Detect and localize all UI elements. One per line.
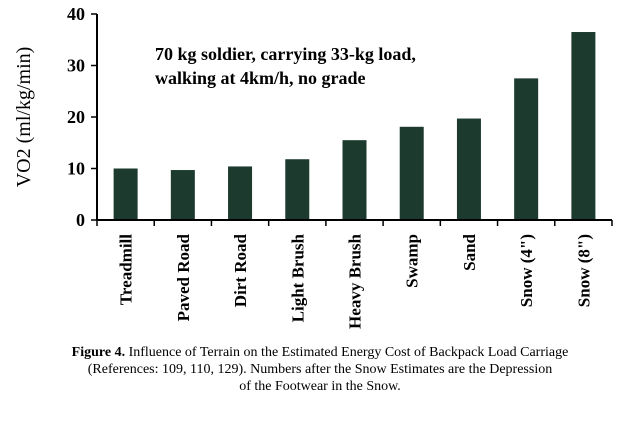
bar-6 [456,118,481,220]
bar-chart: 0 10 20 30 40 Treadmill Paved Road Dirt Road Li… [13,4,613,329]
y-axis-label: VO2 (ml/kg/min) [13,47,35,188]
x-labels-group: Treadmill Paved Road Dirt Road Light Brush H… [117,233,594,328]
y-tick-label-3: 30 [67,56,85,76]
bar-4 [342,140,367,220]
x-tick-label-3: Light Brush [288,233,307,322]
x-tick-label-0: Treadmill [117,234,136,305]
bar-2 [228,166,253,220]
annotation-line-1: 70 kg soldier, carrying 33-kg load, [155,44,416,64]
figure-caption: Figure 4. Influence of Terrain on the Es… [0,344,640,395]
bar-8 [571,32,596,221]
bar-5 [399,126,424,220]
y-ticks-group: 0 10 20 30 40 [67,4,97,230]
y-tick-label-0: 0 [76,210,85,230]
x-tick-label-4: Heavy Brush [346,233,365,328]
bar-1 [170,170,195,220]
bar-0 [113,168,138,220]
x-tick-label-8: Snow (8") [574,234,593,307]
y-tick-label-1: 10 [67,159,85,179]
annotation-line-2: walking at 4km/h, no grade [155,68,366,88]
chart-annotation: 70 kg soldier, carrying 33-kg load, walk… [155,44,416,88]
x-tick-label-5: Swamp [403,234,422,288]
caption-line-3: of the Footwear in the Snow. [239,379,401,394]
y-tick-label-4: 40 [67,4,85,24]
x-tick-label-6: Sand [460,233,479,270]
bars-group [113,32,596,221]
bar-3 [285,159,310,220]
caption-figure-label: Figure 4. [71,345,126,360]
y-tick-label-2: 20 [67,107,85,127]
x-tick-label-2: Dirt Road [231,233,250,307]
caption-line-2: (References: 109, 110, 129). Numbers aft… [87,362,553,377]
x-tick-label-1: Paved Road [174,233,193,321]
bar-7 [514,78,539,220]
caption-line-1: Figure 4. Influence of Terrain on the Es… [0,344,640,361]
x-tick-label-7: Snow (4") [517,234,536,307]
caption-text-1: Influence of Terrain on the Estimated En… [128,345,569,360]
